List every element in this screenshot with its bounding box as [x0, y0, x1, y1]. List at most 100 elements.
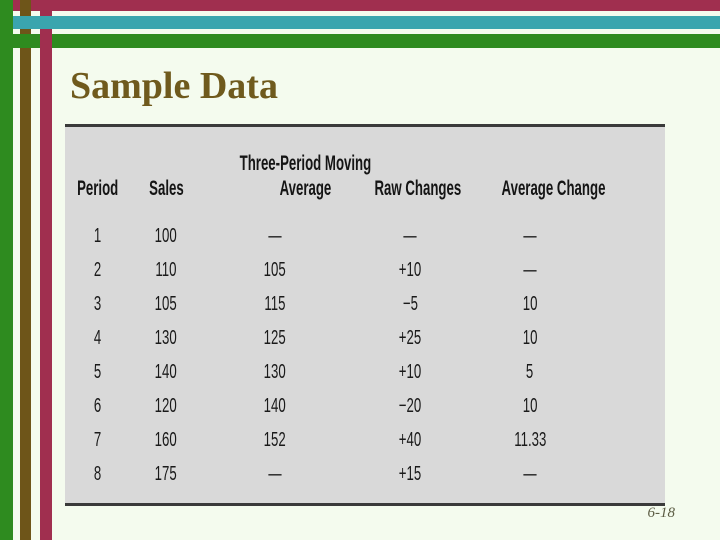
table-body: 1 100— — —2 110 105 +10—3 105 115 −5 10 4 130 125 +25 1… [65, 219, 665, 491]
table-cell-sales: 110 [131, 259, 201, 282]
col-header-raw-changes-label: Raw Changes [374, 176, 462, 200]
cell-value: 120 [154, 394, 178, 417]
cell-value: +25 [398, 326, 422, 349]
cell-value: 10 [522, 394, 538, 417]
col-header-moving-average: Three-Period Moving Average [201, 151, 372, 207]
table-cell-sales: 140 [131, 361, 201, 384]
col-header-raw-changes: Raw Changes [349, 176, 471, 207]
cell-value: +40 [398, 428, 422, 451]
cell-value: 130 [154, 326, 178, 349]
cell-value: −5 [402, 292, 418, 315]
cell-value: 3 [94, 292, 102, 315]
table-cell-avg_change: 5 [471, 361, 589, 384]
page-number: 6-18 [647, 505, 676, 521]
table-cell-moving_avg: 105 [201, 259, 349, 282]
cell-value: 140 [154, 360, 178, 383]
table-cell-period: 1 [65, 225, 131, 248]
slide-title: Sample Data [70, 65, 278, 107]
table-cell-avg_change: 11.33 [471, 429, 589, 452]
left-brown-stripe [20, 0, 31, 540]
table-cell-raw_change: +25 [349, 327, 471, 350]
table-header-row: Period Sales Three-Period Moving Average… [65, 127, 665, 207]
cell-value: 152 [263, 428, 287, 451]
col-header-sales-label: Sales [148, 176, 184, 200]
table-cell-avg_change: 10 [471, 327, 589, 350]
table-cell-raw_change: +40 [349, 429, 471, 452]
cell-value: 130 [263, 360, 287, 383]
top-green-stripe [0, 34, 720, 48]
col-header-moving-average-label: Three-Period Moving Average [240, 151, 372, 201]
cell-value: 10 [522, 292, 538, 315]
col-header-average-change-label: Average Change [501, 176, 606, 200]
cell-value: 105 [263, 258, 287, 281]
table-cell-sales: 120 [131, 395, 201, 418]
left-maroon-stripe [40, 0, 52, 540]
col-header-sales: Sales [131, 176, 201, 207]
table-cell-moving_avg: 130 [201, 361, 349, 384]
table-cell-sales: 160 [131, 429, 201, 452]
cell-value: 10 [522, 326, 538, 349]
cell-value: 1 [94, 224, 102, 247]
left-green-stripe [0, 0, 13, 540]
table-cell-avg_change: 10 [471, 293, 589, 316]
table-cell-period: 8 [65, 463, 131, 486]
cell-value: 125 [263, 326, 287, 349]
cell-value: — [268, 462, 282, 485]
table-cell-period: 2 [65, 259, 131, 282]
table-row: 8 175 — +15 — [65, 457, 665, 491]
cell-value: — [523, 462, 537, 485]
cell-value: — [403, 224, 417, 247]
table-cell-moving_avg: — [201, 225, 349, 248]
col-header-period-label: Period [77, 176, 119, 200]
table-cell-avg_change: — [471, 463, 589, 486]
cell-value: 140 [263, 394, 287, 417]
cell-value: — [268, 224, 282, 247]
table-cell-moving_avg: 140 [201, 395, 349, 418]
table-row: 7 160 152 +40 11.33 [65, 423, 665, 457]
table-cell-period: 3 [65, 293, 131, 316]
cell-value: — [523, 258, 537, 281]
table-row: 4 130 125 +25 10 [65, 321, 665, 355]
table-cell-sales: 100 [131, 225, 201, 248]
cell-value: 8 [94, 462, 102, 485]
data-table: Period Sales Three-Period Moving Average… [65, 124, 665, 506]
table-cell-moving_avg: 152 [201, 429, 349, 452]
table-row: 6 120 140 −20 10 [65, 389, 665, 423]
cell-value: 105 [154, 292, 178, 315]
table-row: 3 105 115 −5 10 [65, 287, 665, 321]
cell-value: 4 [94, 326, 102, 349]
table-cell-raw_change: +15 [349, 463, 471, 486]
cell-value: 11.33 [513, 428, 547, 451]
table-cell-period: 6 [65, 395, 131, 418]
table-cell-raw_change: +10 [349, 361, 471, 384]
table-cell-avg_change: — [471, 225, 589, 248]
table-cell-avg_change: 10 [471, 395, 589, 418]
cell-value: 5 [526, 360, 534, 383]
cell-value: 115 [264, 292, 286, 315]
table-cell-period: 7 [65, 429, 131, 452]
cell-value: +15 [398, 462, 422, 485]
table-cell-raw_change: −20 [349, 395, 471, 418]
table-cell-sales: 175 [131, 463, 201, 486]
top-maroon-stripe [13, 0, 720, 11]
table-cell-raw_change: +10 [349, 259, 471, 282]
table-cell-avg_change: — [471, 259, 589, 282]
col-header-period: Period [65, 176, 131, 207]
cell-value: 7 [94, 428, 102, 451]
cell-value: +10 [398, 258, 422, 281]
cell-value: −20 [398, 394, 422, 417]
moving-average-line1: Three-Period Moving [239, 151, 372, 175]
table-row: 1 100 — — — [65, 219, 665, 253]
cell-value: 6 [94, 394, 102, 417]
table-cell-period: 5 [65, 361, 131, 384]
cell-value: 100 [154, 224, 178, 247]
cell-value: 2 [94, 258, 102, 281]
table-cell-raw_change: −5 [349, 293, 471, 316]
table-cell-moving_avg: 115 [201, 293, 349, 316]
cell-value: 160 [154, 428, 178, 451]
col-header-average-change: Average Change [471, 176, 606, 207]
table-cell-raw_change: — [349, 225, 471, 248]
cell-value: 110 [155, 258, 177, 281]
table-cell-sales: 105 [131, 293, 201, 316]
